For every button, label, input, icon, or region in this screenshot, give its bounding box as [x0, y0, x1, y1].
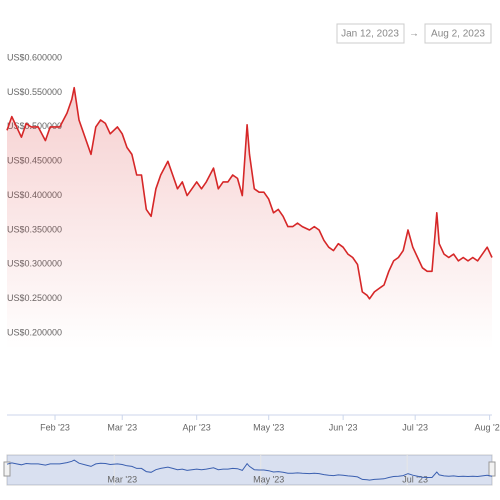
range-start-box[interactable]	[336, 23, 405, 44]
range-start[interactable]: Jan 12, 2023	[341, 29, 399, 40]
navigator-line	[6, 459, 493, 481]
x-tick-label: May '23	[253, 422, 284, 432]
x-tick-label: Jun '23	[329, 422, 358, 432]
navigator-handle[interactable]	[488, 461, 496, 477]
x-tick-label: Jul '23	[402, 422, 428, 432]
navigator-tick-label: May '23	[253, 474, 284, 484]
range-end[interactable]: Aug 2, 2023	[431, 29, 485, 40]
x-tick-label: Aug '23	[474, 422, 500, 432]
range-arrow: →	[409, 29, 419, 40]
y-tick-label: US$0.550000	[7, 87, 62, 97]
navigator-tick-label: Jul '23	[402, 474, 428, 484]
y-tick-label: US$0.600000	[7, 52, 62, 62]
navigator-tick-label: Mar '23	[107, 474, 137, 484]
price-area	[7, 87, 492, 350]
x-tick-label: Feb '23	[40, 422, 70, 432]
x-tick-label: Mar '23	[107, 422, 137, 432]
x-tick-label: Apr '23	[183, 422, 211, 432]
navigator-selection[interactable]	[7, 455, 492, 485]
price-line	[6, 86, 493, 300]
navigator-handle[interactable]	[3, 461, 11, 477]
range-end-box[interactable]	[424, 23, 492, 44]
